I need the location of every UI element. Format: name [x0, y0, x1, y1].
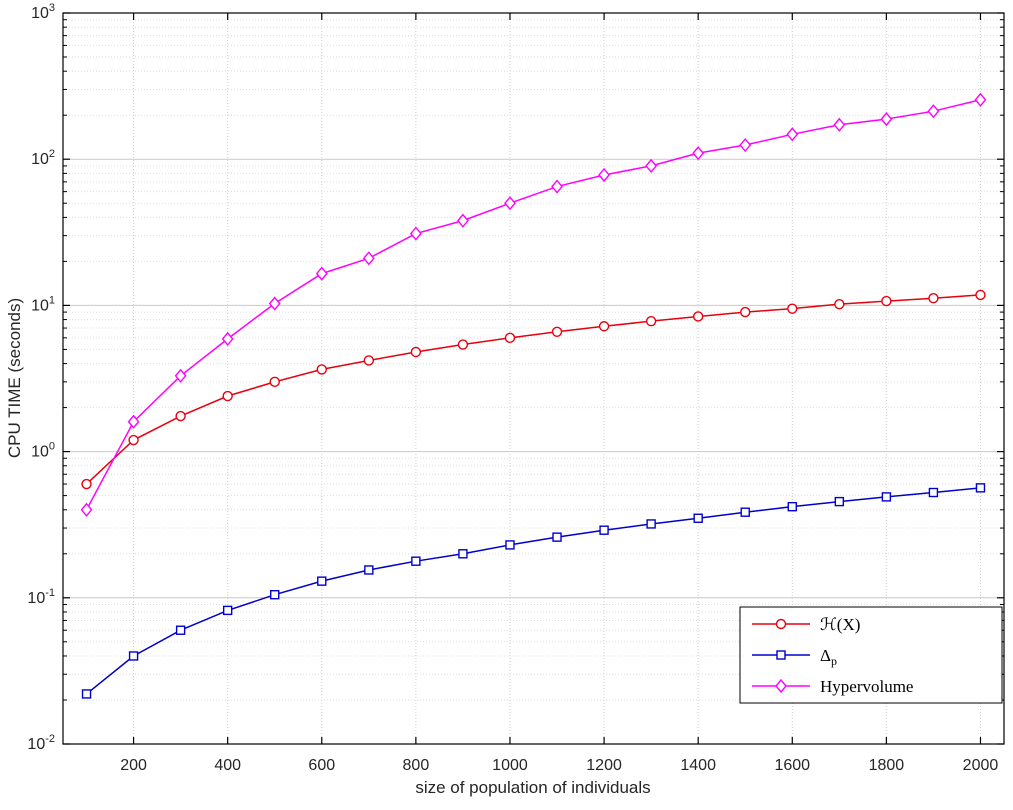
y-tick-label: 102 [31, 148, 55, 168]
y-tick-label: 100 [31, 441, 55, 461]
x-tick-label: 1200 [586, 757, 622, 774]
x-tick-label: 200 [120, 757, 147, 774]
y-tick-label: 101 [31, 294, 55, 314]
legend: ℋ(X) Δp Hypervolume [739, 606, 1003, 704]
x-tick-label: 800 [403, 757, 430, 774]
x-tick-label: 1400 [680, 757, 716, 774]
x-tick-label: 2000 [963, 757, 999, 774]
plot-area: 200 400 600 800 1000 1200 1400 1600 1800 2000 10-2… [27, 2, 1005, 774]
legend-entry-hypervolume: Hypervolume [820, 677, 913, 696]
x-tick-label: 600 [308, 757, 335, 774]
y-axis-label: CPU TIME (seconds) [5, 298, 24, 458]
x-tick-label: 1800 [869, 757, 905, 774]
y-tick-label: 10-1 [27, 587, 55, 607]
y-tick-label: 10-2 [27, 733, 55, 753]
x-tick-label: 1600 [774, 757, 810, 774]
legend-entry-delta-p: Δp [820, 646, 837, 668]
x-axis-label: size of population of individuals [415, 778, 650, 797]
x-tick-label: 400 [214, 757, 241, 774]
legend-entry-h-x-: ℋ(X) [820, 615, 860, 634]
x-tick-label: 1000 [492, 757, 528, 774]
y-tick-label: 103 [31, 2, 55, 22]
